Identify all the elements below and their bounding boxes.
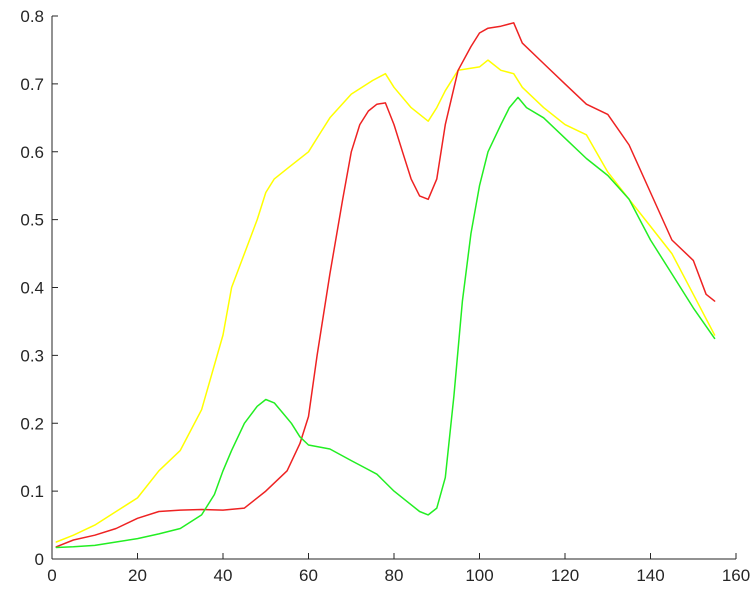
series-layer [55, 22, 716, 549]
y-tick-label: 0 [35, 550, 44, 569]
series-line-green [55, 96, 716, 549]
x-ticks: 0 20 40 60 80 100 120 140 160 [47, 553, 750, 585]
x-tick-label: 20 [128, 566, 147, 585]
y-tick-label: 0.4 [20, 279, 44, 298]
x-tick-label: 140 [636, 566, 664, 585]
y-tick-label: 0.8 [20, 7, 44, 26]
x-tick-label: 160 [722, 566, 750, 585]
y-ticks: 0 0.1 0.2 0.3 0.4 0.5 0.6 0.7 0.8 [20, 7, 58, 569]
x-tick-label: 80 [385, 566, 404, 585]
y-tick-label: 0.3 [20, 346, 44, 365]
series-line-yellow [55, 59, 716, 543]
y-tick-label: 0.1 [20, 482, 44, 501]
series-line-red [55, 22, 716, 548]
x-tick-label: 40 [214, 566, 233, 585]
x-tick-label: 120 [551, 566, 579, 585]
y-tick-label: 0.5 [20, 211, 44, 230]
x-tick-label: 60 [299, 566, 318, 585]
y-tick-label: 0.7 [20, 75, 44, 94]
axes-layer [51, 16, 736, 560]
x-tick-label: 100 [465, 566, 493, 585]
x-tick-label: 0 [47, 566, 56, 585]
y-tick-label: 0.2 [20, 414, 44, 433]
y-tick-label: 0.6 [20, 143, 44, 162]
